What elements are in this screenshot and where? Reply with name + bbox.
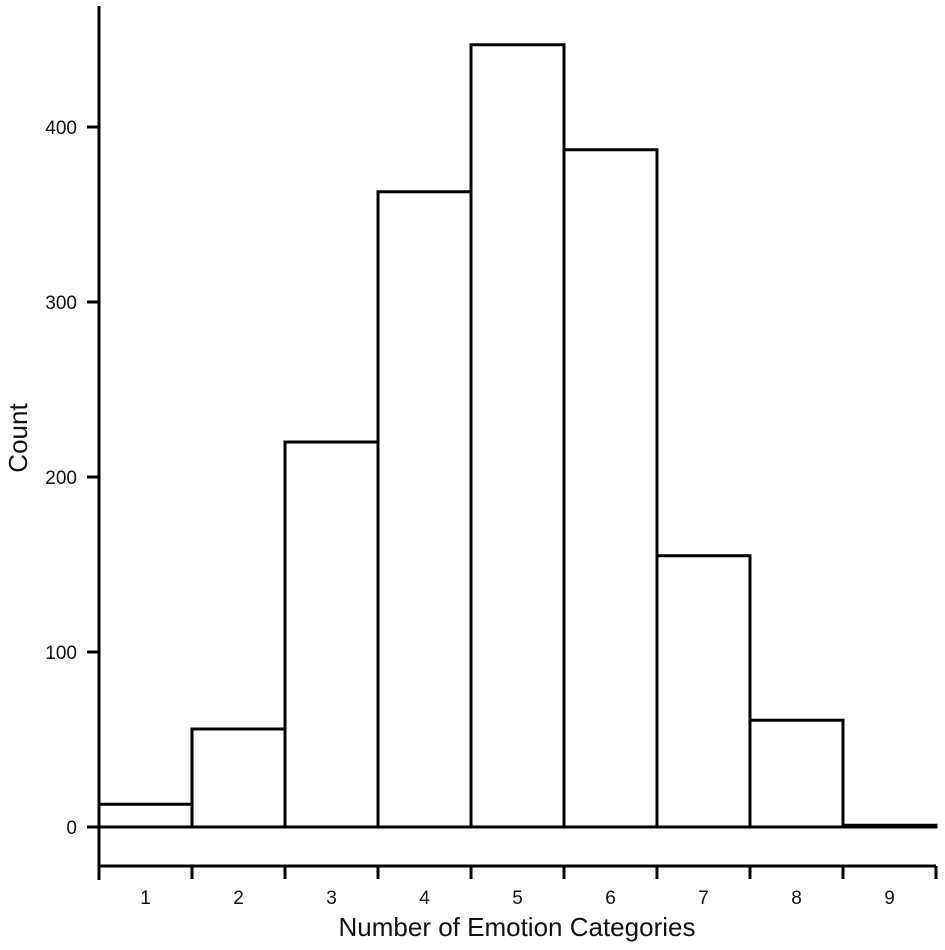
x-tick-label: 7 — [698, 888, 709, 909]
histogram-bar-8 — [748, 718, 845, 829]
x-tick-label: 3 — [326, 888, 337, 909]
x-axis: 1 2 3 4 5 6 7 8 9 — [97, 864, 938, 909]
histogram-bar-2 — [190, 727, 287, 829]
bars-group — [97, 43, 938, 829]
x-tick-label: 1 — [140, 888, 151, 909]
histogram-bar-7 — [655, 554, 752, 829]
x-tick-label: 4 — [419, 888, 430, 909]
x-axis-title: Number of Emotion Categories — [339, 912, 696, 942]
histogram-bar-6 — [562, 148, 659, 829]
x-tick-label: 6 — [605, 888, 616, 909]
x-tick-label: 5 — [512, 888, 523, 909]
x-tick-label: 8 — [791, 888, 802, 909]
y-tick-label: 400 — [45, 118, 77, 139]
y-tick-label: 300 — [45, 293, 77, 314]
histogram-bar-3 — [283, 440, 380, 829]
y-tick-label: 200 — [45, 468, 77, 489]
y-tick-label: 0 — [66, 818, 77, 839]
y-axis: 0 100 200 300 400 — [45, 6, 101, 880]
x-tick-label: 9 — [884, 888, 895, 909]
x-tick-label: 2 — [233, 888, 244, 909]
y-axis-title: Count — [3, 403, 33, 473]
y-tick-label: 100 — [45, 643, 77, 664]
histogram-bar-5 — [469, 43, 566, 829]
histogram-bar-4 — [376, 190, 473, 829]
histogram-bar-1 — [97, 802, 194, 829]
